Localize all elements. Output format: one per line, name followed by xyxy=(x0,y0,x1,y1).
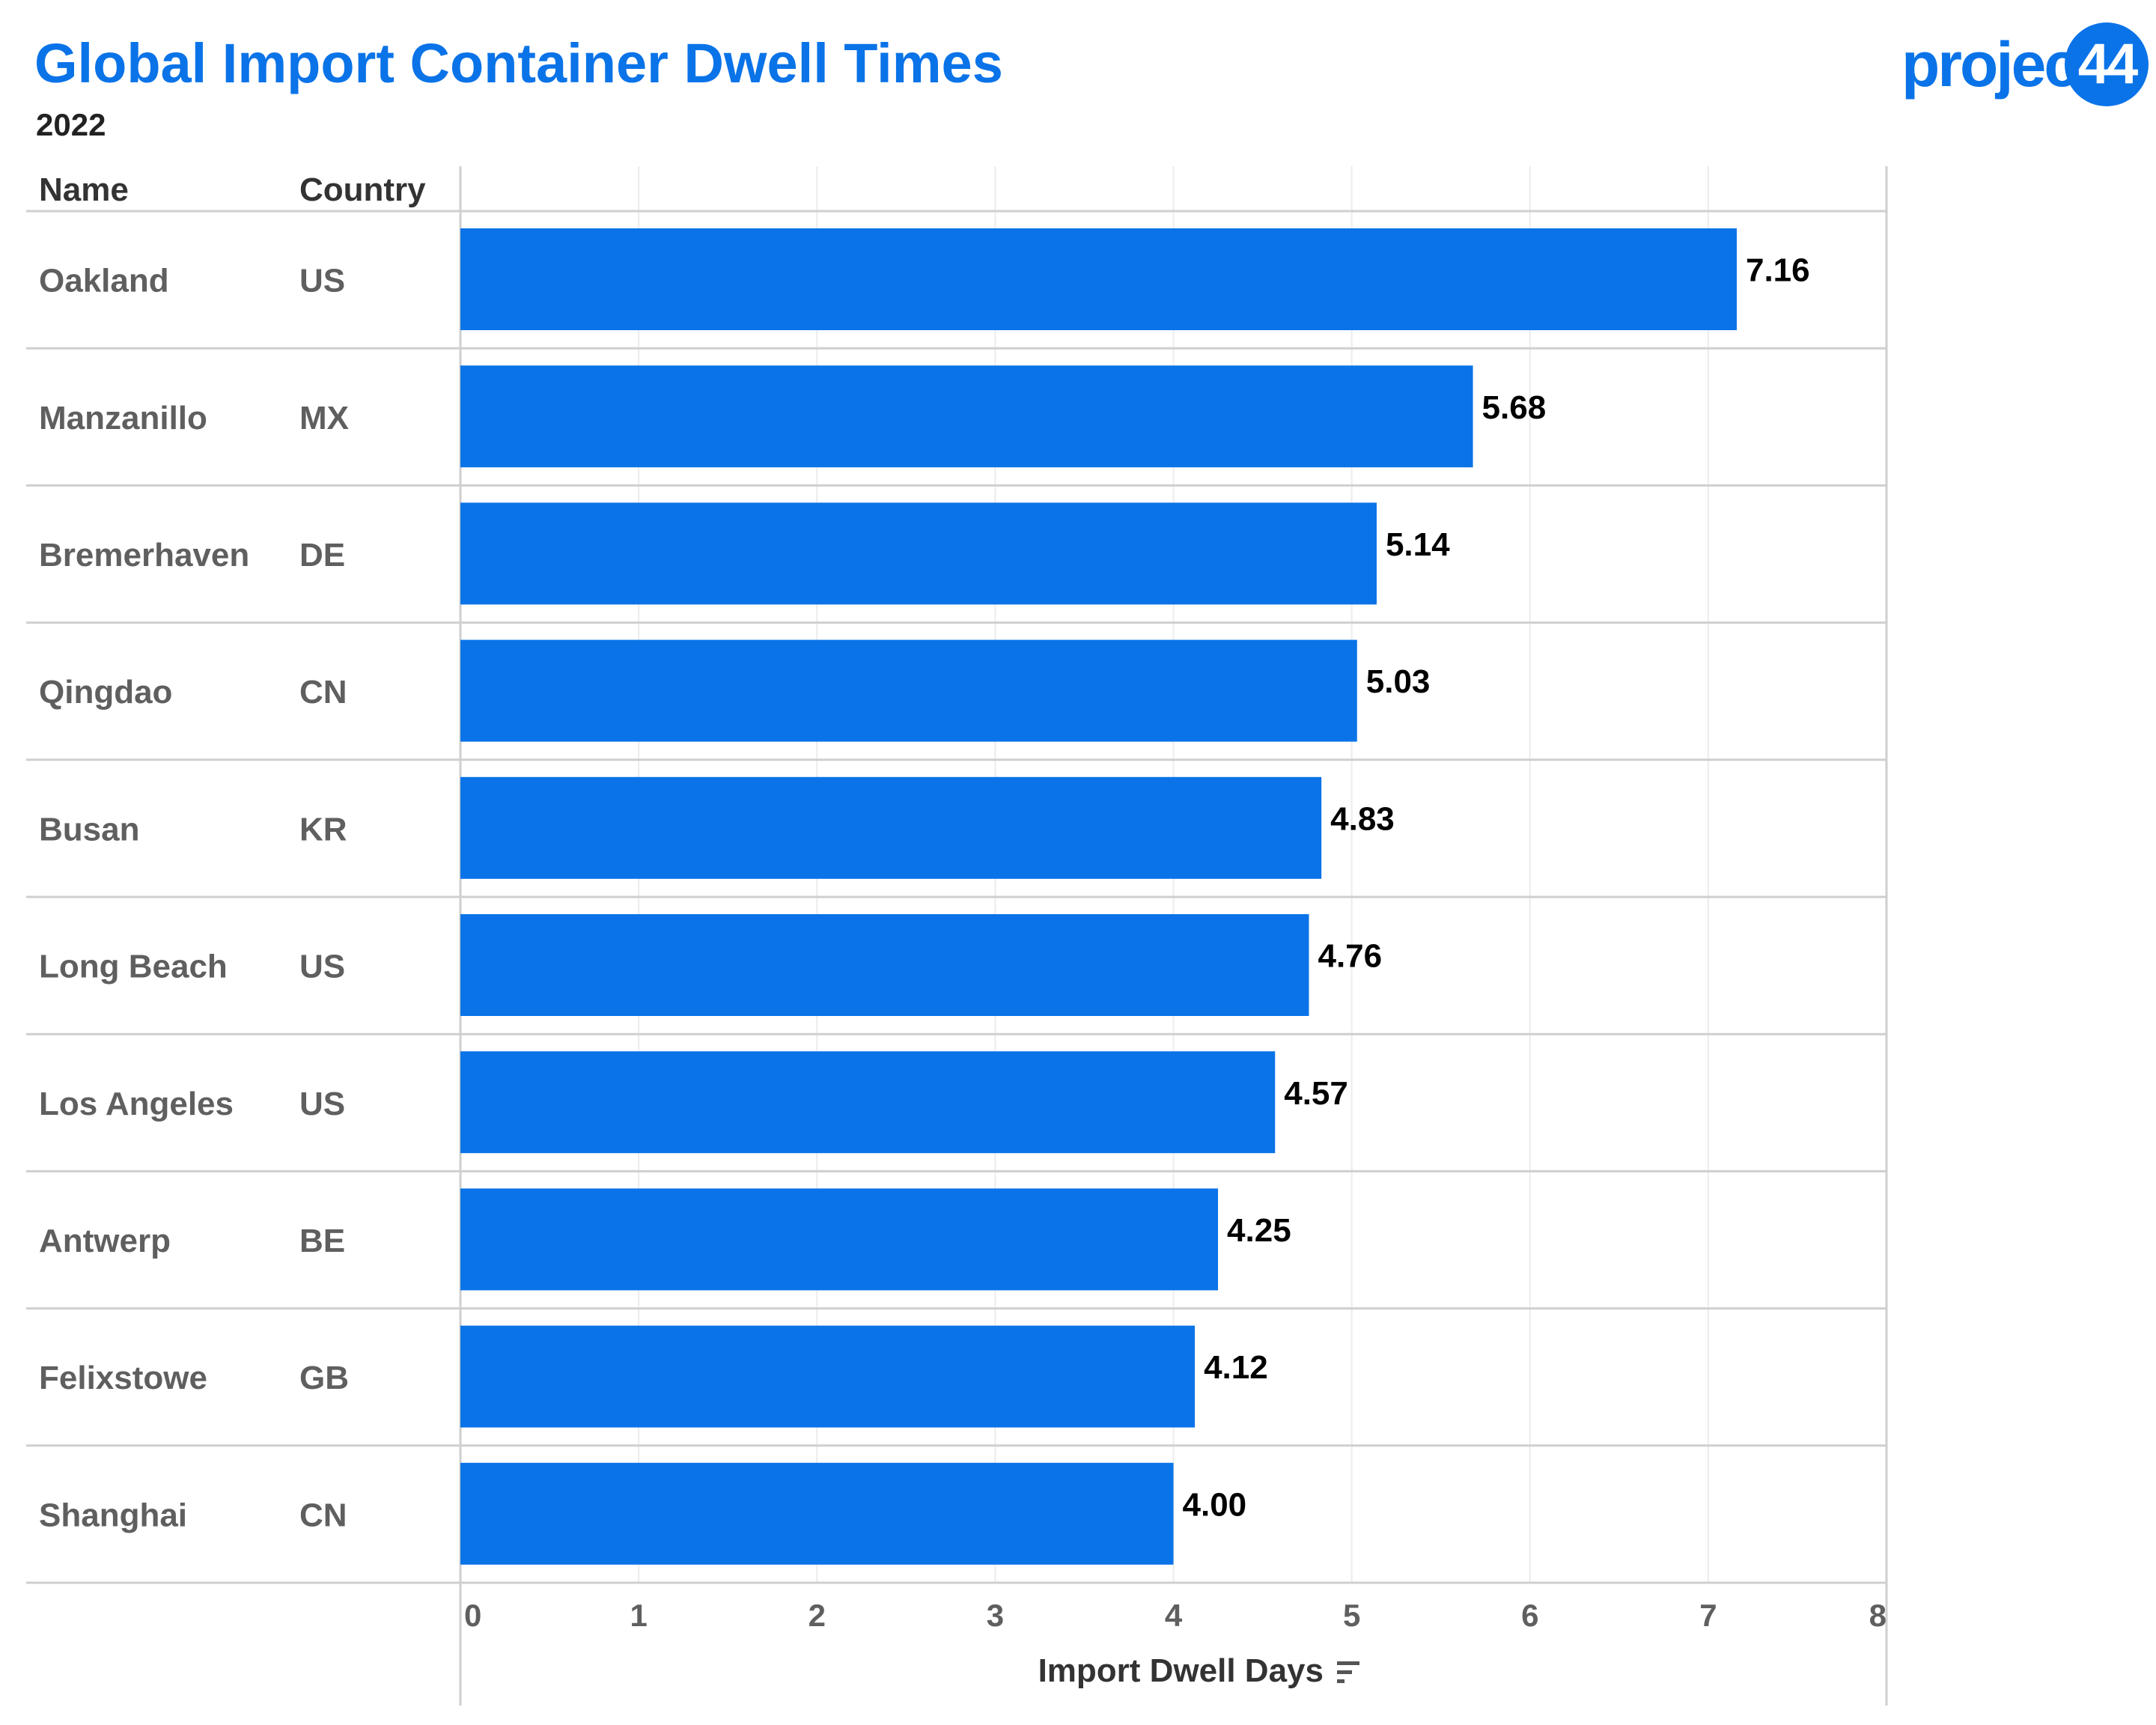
bar xyxy=(460,1051,1276,1154)
bar-value-label: 4.12 xyxy=(1204,1349,1268,1386)
bar xyxy=(460,365,1473,468)
row-name: Los Angeles xyxy=(39,1086,234,1122)
text-layer: Name Country Import Dwell Days Oakland US… xyxy=(39,171,1886,1689)
bar-layer xyxy=(460,228,1737,1565)
row-name: Oakland xyxy=(39,263,169,299)
bar xyxy=(460,914,1309,1016)
bar xyxy=(460,228,1737,330)
x-tick-label: 4 xyxy=(1165,1598,1183,1633)
row-name: Long Beach xyxy=(39,949,228,985)
bar xyxy=(460,1462,1174,1565)
x-tick-label: 0 xyxy=(464,1598,481,1633)
row-name: Busan xyxy=(39,811,139,848)
bar-value-label: 7.16 xyxy=(1746,252,1810,289)
row-name: Bremerhaven xyxy=(39,537,249,574)
row-country: US xyxy=(299,949,345,985)
row-name: Manzanillo xyxy=(39,400,207,436)
bar-value-label: 4.57 xyxy=(1284,1075,1348,1112)
bar-value-label: 5.14 xyxy=(1386,526,1450,563)
row-name: Shanghai xyxy=(39,1497,187,1533)
x-axis-label: Import Dwell Days xyxy=(1038,1652,1324,1689)
bar xyxy=(460,639,1357,742)
chart-subtitle: 2022 xyxy=(36,107,106,142)
row-name: Qingdao xyxy=(39,674,172,711)
bar-value-label: 5.03 xyxy=(1366,663,1431,700)
x-tick-label: 1 xyxy=(630,1598,647,1633)
x-tick-label: 3 xyxy=(987,1598,1004,1633)
row-country: CN xyxy=(299,1497,347,1533)
column-header-name: Name xyxy=(39,171,129,208)
row-country: CN xyxy=(299,674,347,711)
bar xyxy=(460,776,1322,879)
column-header-country: Country xyxy=(299,171,426,208)
x-tick-label: 2 xyxy=(808,1598,826,1633)
bar xyxy=(460,502,1377,605)
x-tick-label: 5 xyxy=(1343,1598,1360,1633)
sort-descending-icon[interactable] xyxy=(1337,1661,1359,1683)
row-country: BE xyxy=(299,1223,345,1259)
bar-value-label: 5.68 xyxy=(1482,389,1547,426)
row-name: Antwerp xyxy=(39,1223,171,1259)
bar xyxy=(460,1325,1196,1428)
logo-badge: 44 xyxy=(2065,22,2149,106)
row-country: MX xyxy=(299,400,349,436)
bar-value-label: 4.83 xyxy=(1330,800,1395,837)
bar-value-label: 4.25 xyxy=(1227,1212,1291,1249)
x-tick-label: 8 xyxy=(1869,1598,1886,1633)
row-country: GB xyxy=(299,1360,349,1396)
bar-value-label: 4.00 xyxy=(1183,1486,1247,1523)
project44-logo: project 44 xyxy=(1901,22,2149,112)
chart-title: Global Import Container Dwell Times xyxy=(34,32,1003,94)
row-country: DE xyxy=(299,537,345,574)
row-country: KR xyxy=(299,811,347,848)
row-name: Felixstowe xyxy=(39,1360,207,1396)
x-tick-label: 6 xyxy=(1521,1598,1538,1633)
row-country: US xyxy=(299,1086,345,1122)
row-country: US xyxy=(299,263,345,299)
x-tick-label: 7 xyxy=(1699,1598,1717,1633)
bar xyxy=(460,1188,1219,1291)
bar-value-label: 4.76 xyxy=(1318,938,1382,975)
